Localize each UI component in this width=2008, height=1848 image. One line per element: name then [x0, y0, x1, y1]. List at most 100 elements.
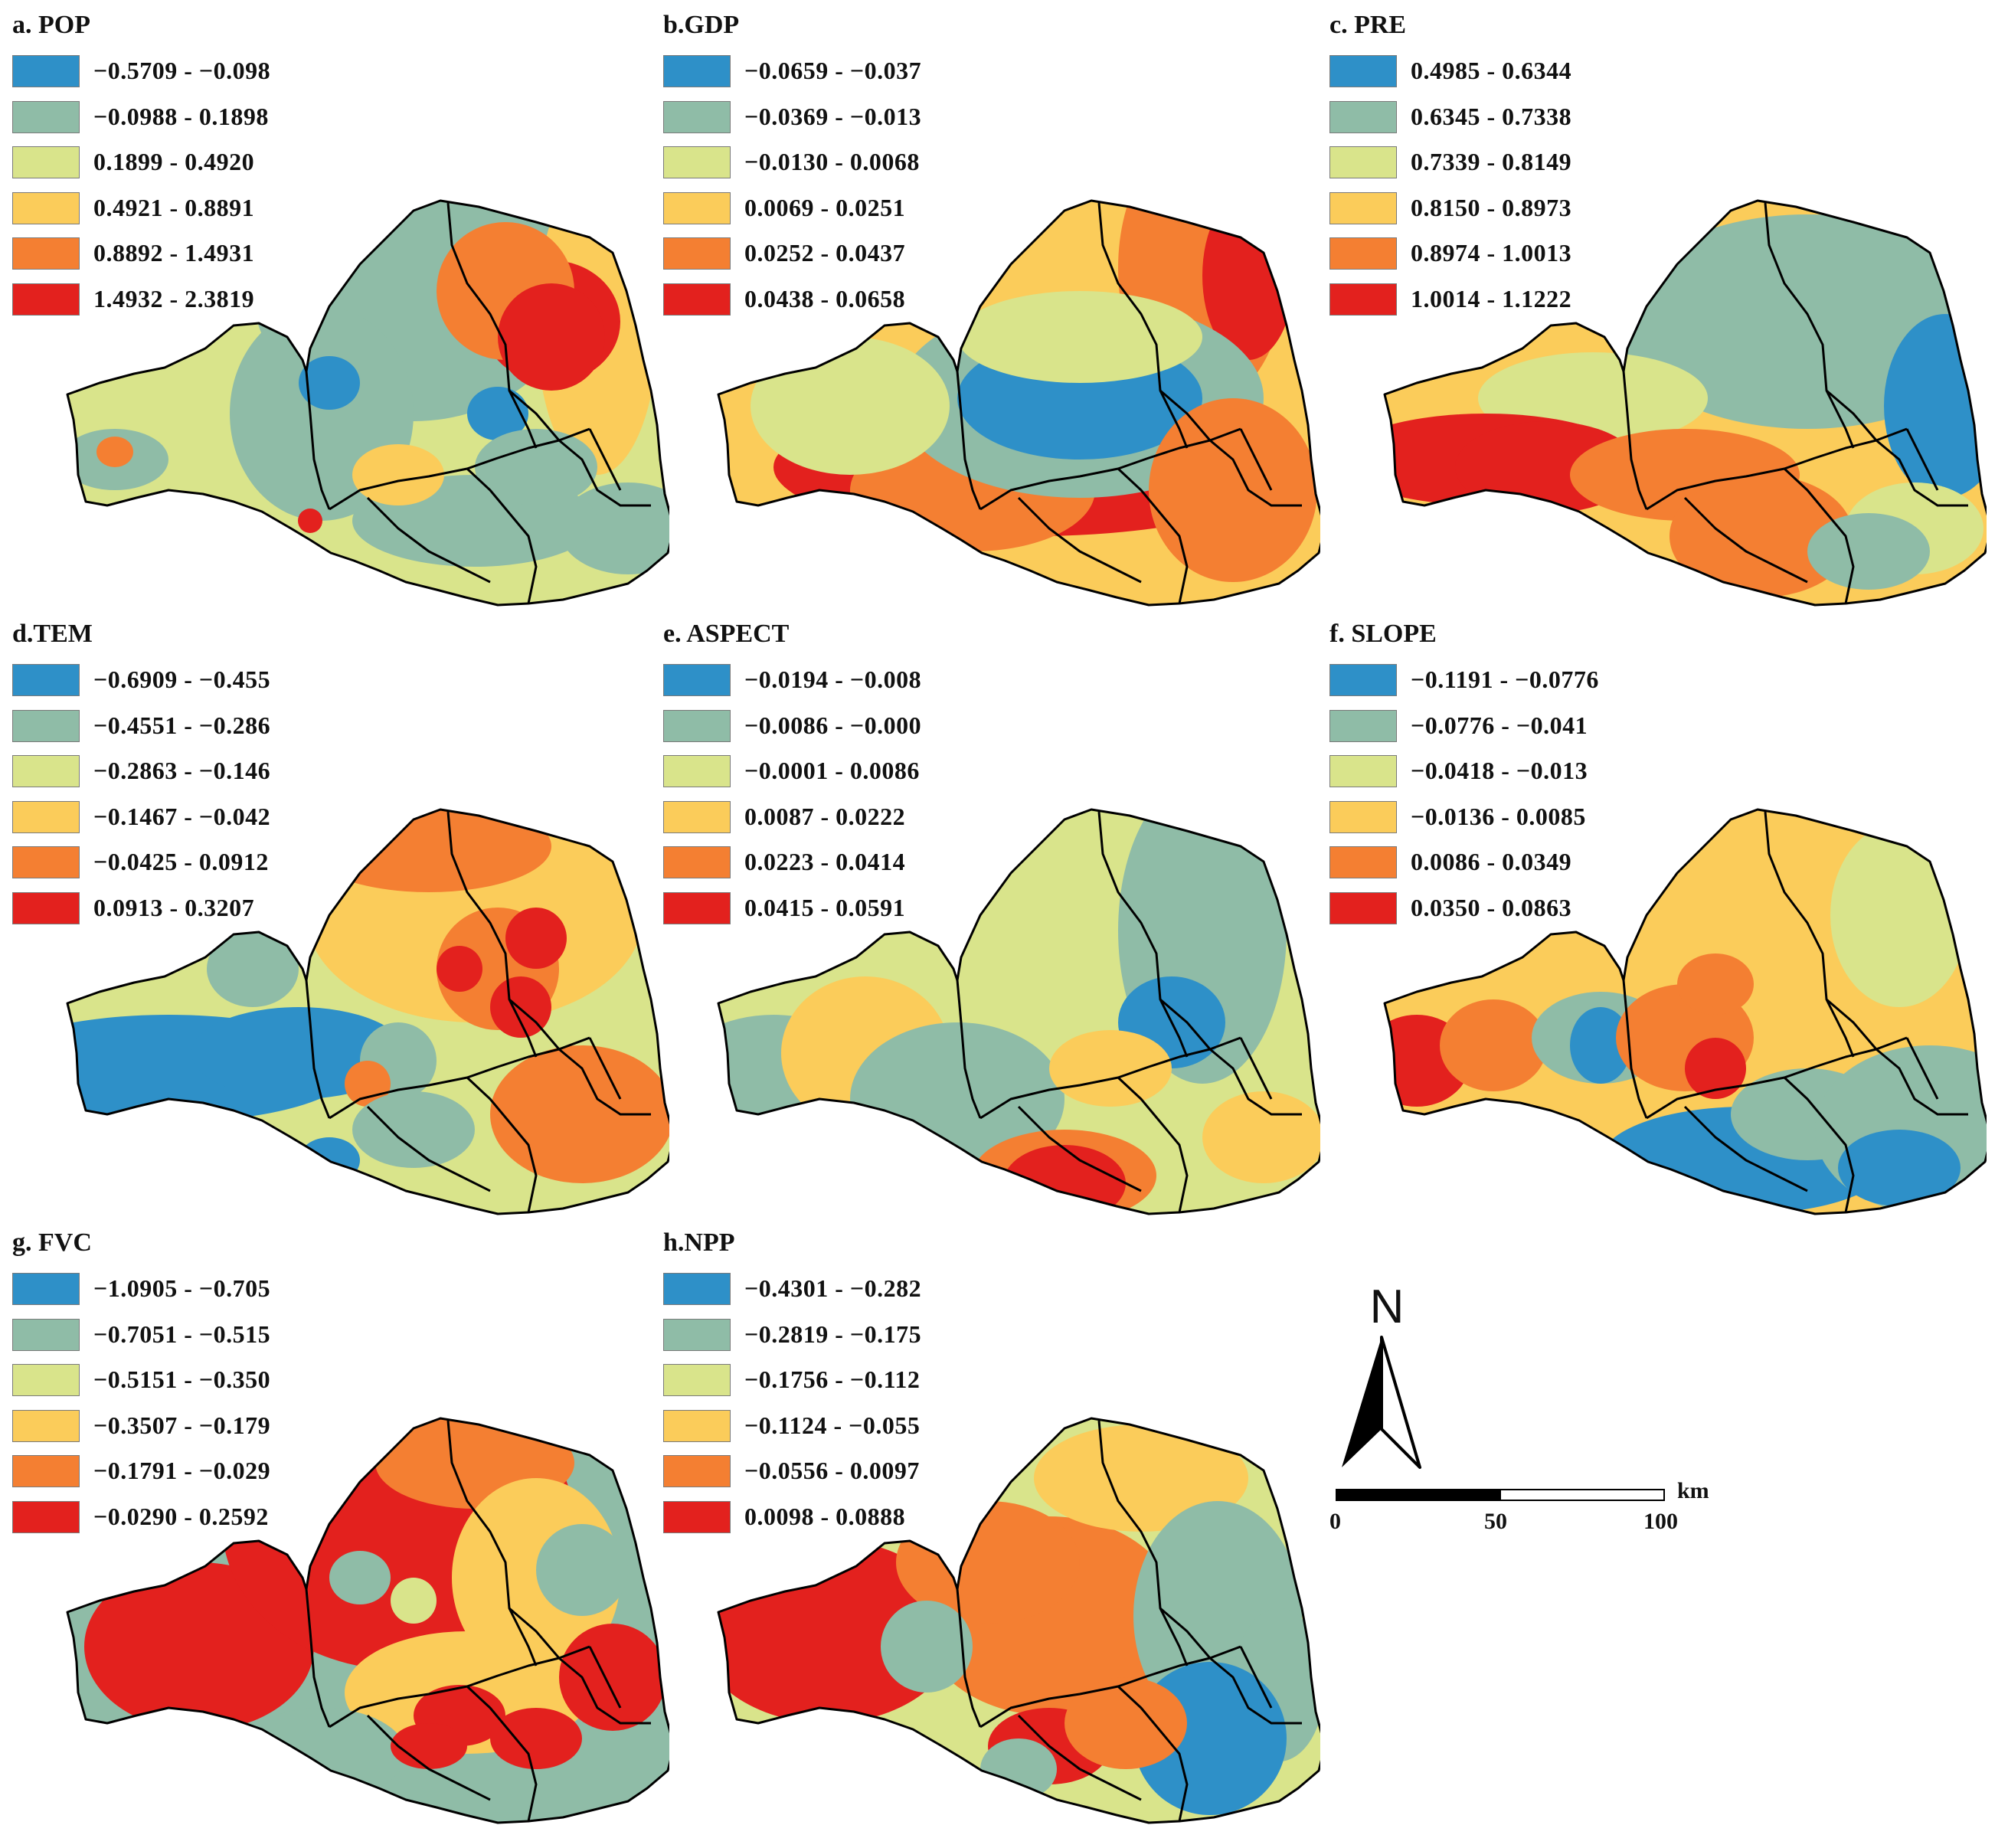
- map-zone: [498, 283, 605, 391]
- sub-basin-boundary: [1622, 371, 1648, 510]
- legend-range-label: 0.0069 - 0.0251: [744, 193, 906, 221]
- legend-range-label: −0.2819 - −0.175: [744, 1320, 922, 1348]
- map-zone: [437, 946, 482, 992]
- sub-basin-boundary: [1683, 1105, 1808, 1192]
- sub-basin-boundary: [1826, 998, 1968, 1116]
- sub-basin-boundary: [588, 1037, 622, 1100]
- legend-range-label: −0.1467 - −0.042: [93, 802, 271, 830]
- map-zone: [1838, 1130, 1961, 1206]
- sub-basin-boundary: [466, 467, 538, 604]
- sub-basin-boundary: [1097, 202, 1189, 449]
- legend-range-label: −0.4551 - −0.286: [93, 711, 271, 739]
- legend-swatch: [663, 1500, 731, 1533]
- legend-range-label: 0.1899 - 0.4920: [93, 148, 255, 175]
- north-arrow: N: [1337, 1284, 1437, 1483]
- basin-boundary: [717, 808, 1320, 1215]
- legend-swatch: [12, 191, 80, 224]
- map-zone: [1807, 513, 1930, 590]
- legend-range-label: −0.0086 - −0.000: [744, 711, 922, 739]
- panel-title: h.NPP: [663, 1228, 735, 1257]
- legend-swatch: [663, 283, 731, 316]
- panel-title: e. ASPECT: [663, 620, 790, 648]
- basin-map-g: [66, 1417, 669, 1824]
- map-zone: [391, 1578, 437, 1624]
- sub-basin-boundary: [1783, 1076, 1855, 1213]
- legend-swatch: [1329, 846, 1397, 878]
- scale-bar-white-segment: [1499, 1489, 1665, 1501]
- legend-range-label: 0.0415 - 0.0591: [744, 893, 906, 921]
- sub-basin-boundary: [1117, 467, 1189, 604]
- sub-basin-boundary: [366, 1105, 491, 1192]
- map-zone: [299, 356, 360, 410]
- legend-range-label: −0.0136 - 0.0085: [1411, 802, 1586, 830]
- legend-swatch: [12, 146, 80, 178]
- legend-swatch: [663, 1273, 731, 1305]
- legend-range-label: −0.3507 - −0.179: [93, 1411, 271, 1439]
- map-zone: [1440, 999, 1547, 1091]
- map-panel-g: g. FVC −1.0905 - −0.705 −0.7051 - −0.515 −0…: [0, 1218, 669, 1827]
- map-zone: [1149, 398, 1317, 582]
- legend-range-label: −0.6909 - −0.455: [93, 666, 271, 693]
- legend-swatch: [1329, 891, 1397, 924]
- legend-swatch: [663, 664, 731, 696]
- legend-swatch: [12, 100, 80, 133]
- sub-basin-boundary: [509, 1607, 651, 1725]
- legend-swatch: [1329, 283, 1397, 316]
- basin-boundary: [66, 808, 669, 1215]
- map-zone: [1034, 1424, 1248, 1532]
- legend-swatch: [12, 664, 80, 696]
- north-arrow-icon: [1342, 1336, 1421, 1469]
- legend-range-label: 0.0350 - 0.0863: [1411, 893, 1572, 921]
- legend-swatch: [663, 709, 731, 742]
- map-zone: [1685, 1038, 1746, 1099]
- basin-boundary: [66, 1417, 669, 1824]
- legend-range-label: −0.0988 - 0.1898: [93, 102, 269, 130]
- legend-range-label: −0.0418 - −0.013: [1411, 757, 1588, 784]
- map-zone: [237, 1708, 406, 1800]
- legend-swatch: [1329, 237, 1397, 270]
- map-panel-b: b.GDP −0.0659 - −0.037 −0.0369 - −0.013 −0.…: [651, 0, 1320, 609]
- legend-range-label: −0.1791 - −0.029: [93, 1457, 271, 1484]
- basin-boundary: [717, 1417, 1320, 1824]
- legend-range-label: −0.0659 - −0.037: [744, 57, 922, 84]
- sub-basin-boundary: [305, 1588, 331, 1728]
- map-zone: [329, 1551, 391, 1604]
- sub-basin-boundary: [956, 371, 982, 510]
- legend-range-label: −0.0556 - 0.0097: [744, 1457, 920, 1484]
- map-panel-d: d.TEM −0.6909 - −0.455 −0.4551 - −0.286 −0.…: [0, 609, 669, 1218]
- basin-map-e: [717, 808, 1320, 1215]
- sub-basin-boundary: [588, 428, 622, 491]
- sub-basin-boundary: [588, 1646, 622, 1709]
- map-zone: [298, 509, 322, 533]
- panel-title: a. POP: [12, 11, 90, 39]
- legend-range-label: −0.1124 - −0.055: [744, 1411, 921, 1439]
- legend-swatch: [1329, 100, 1397, 133]
- legend-range-label: 0.4921 - 0.8891: [93, 193, 255, 221]
- map-zone: [980, 1738, 1057, 1800]
- legend-range-label: 0.4985 - 0.6344: [1411, 57, 1572, 84]
- sub-basin-boundary: [1159, 998, 1302, 1116]
- legend-swatch: [1329, 146, 1397, 178]
- sub-basin-boundary: [1783, 467, 1855, 604]
- sub-basin-boundary: [1239, 1037, 1273, 1100]
- legend-range-label: 0.0913 - 0.3207: [93, 893, 255, 921]
- sub-basin-boundary: [1159, 389, 1302, 507]
- sub-basin-boundary: [1905, 428, 1939, 491]
- sub-basin-boundary: [509, 998, 651, 1116]
- sub-basin-boundary: [466, 1685, 538, 1822]
- legend-range-label: 0.6345 - 0.7338: [1411, 102, 1572, 130]
- basin-map-f: [1383, 808, 1987, 1215]
- map-zone: [391, 1723, 467, 1769]
- panel-title: g. FVC: [12, 1228, 92, 1257]
- scale-bar-unit: km: [1677, 1478, 1709, 1503]
- legend-swatch: [663, 755, 731, 787]
- basin-boundary: [717, 199, 1320, 607]
- legend-range-label: −0.0130 - 0.0068: [744, 148, 920, 175]
- map-panel-c: c. PRE 0.4985 - 0.6344 0.6345 - 0.7338 0.73…: [1317, 0, 1987, 609]
- legend-swatch: [12, 846, 80, 878]
- map-panel-e: e. ASPECT −0.0194 - −0.008 −0.0086 - −0.00…: [651, 609, 1320, 1218]
- map-zone: [207, 931, 299, 1007]
- legend-range-label: 0.8150 - 0.8973: [1411, 193, 1572, 221]
- sub-basin-boundary: [446, 1420, 538, 1666]
- legend-swatch: [1329, 755, 1397, 787]
